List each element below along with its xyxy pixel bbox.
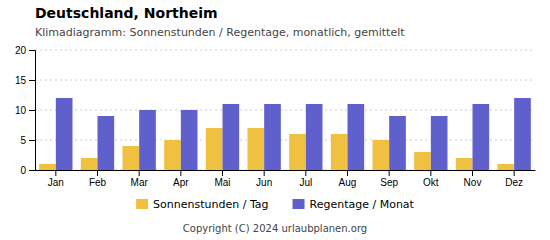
plot: Jan Feb Mar Apr Mai Jun Jul Aug Sep Okt Nov Dez 0 5 10… (15, 45, 536, 188)
x-tick-label: Sep (380, 177, 398, 188)
legend-swatch (136, 199, 148, 209)
y-tick: 0 (20, 165, 35, 176)
chart: Deutschland, Northeim Klimadiagramm: Sonn… (0, 0, 550, 240)
x-tick: Nov (464, 170, 482, 188)
y-tick-label: 5 (20, 135, 26, 146)
bar (389, 116, 406, 170)
x-tick: Mai (214, 170, 230, 188)
bar (331, 134, 348, 170)
bar (373, 140, 390, 170)
x-tick-mark (222, 170, 223, 176)
x-tick-mark (472, 170, 473, 176)
y-tick: 10 (15, 105, 35, 116)
grid (35, 50, 535, 170)
x-tick-label: Jan (48, 177, 64, 188)
x-tick-mark (55, 170, 56, 176)
legend-label: Sonnenstunden / Tag (153, 198, 268, 211)
bar (414, 152, 431, 170)
legend-item: Regentage / Monat (293, 198, 415, 211)
bar (289, 134, 306, 170)
x-tick-label: Jun (256, 177, 272, 188)
grid-line (35, 80, 535, 81)
x-tick-mark (180, 170, 181, 176)
bar (498, 164, 515, 170)
x-tick-label: Dez (505, 177, 523, 188)
bar (248, 128, 265, 170)
legend-label: Regentage / Monat (310, 198, 415, 211)
legend-item: Sonnenstunden / Tag (136, 198, 268, 211)
x-tick-label: Nov (464, 177, 482, 188)
x-tick: Jun (256, 170, 272, 188)
x-tick: Apr (173, 170, 189, 188)
x-tick-mark (97, 170, 98, 176)
x-tick-label: Jul (299, 177, 312, 188)
y-tick: 20 (15, 45, 35, 56)
y-tick-label: 0 (20, 165, 26, 176)
bar (456, 158, 473, 170)
x-tick-label: Feb (89, 177, 107, 188)
x-tick: Jan (48, 170, 64, 188)
x-tick-label: Mai (214, 177, 230, 188)
x-tick-mark (305, 170, 306, 176)
bar (98, 116, 115, 170)
y-tick-mark (29, 50, 35, 51)
grid-line (35, 50, 535, 51)
y-axis-line (29, 51, 36, 171)
bar (139, 110, 156, 170)
subtitle: Klimadiagramm: Sonnenstunden / Regentage… (35, 26, 405, 39)
x-tick-mark (347, 170, 348, 176)
bar (473, 104, 490, 170)
x-tick-mark (389, 170, 390, 176)
legend-swatch (293, 199, 305, 209)
bar (123, 146, 140, 170)
y-tick: 5 (20, 135, 35, 146)
x-tick: Jul (299, 170, 312, 188)
bar (264, 104, 281, 170)
x-tick: Aug (339, 170, 357, 188)
bar (223, 104, 240, 170)
bar (431, 116, 448, 170)
x-tick-label: Okt (423, 177, 439, 188)
x-axis: Jan Feb Mar Apr Mai Jun Jul Aug Sep Okt Nov Dez (36, 170, 536, 188)
bar (206, 128, 223, 170)
y-tick-mark (29, 80, 35, 81)
y-tick-label: 20 (15, 45, 27, 56)
bar (306, 104, 323, 170)
bar (81, 158, 98, 170)
title: Deutschland, Northeim (35, 5, 218, 21)
x-tick: Mar (131, 170, 149, 188)
y-tick-mark (29, 140, 35, 141)
bar (164, 140, 181, 170)
bar (39, 164, 56, 170)
series (56, 98, 531, 170)
x-tick: Okt (423, 170, 439, 188)
x-tick: Sep (380, 170, 398, 188)
bar (56, 98, 73, 170)
y-tick-label: 10 (15, 105, 27, 116)
x-tick-mark (139, 170, 140, 176)
legend: Sonnenstunden / Tag Regentage / Monat (136, 198, 415, 211)
bar (348, 104, 365, 170)
y-tick-mark (29, 110, 35, 111)
x-tick: Feb (89, 170, 107, 188)
y-tick-label: 15 (15, 75, 27, 86)
y-tick: 15 (15, 75, 35, 86)
bar (181, 110, 198, 170)
x-tick-mark (514, 170, 515, 176)
grid-line (35, 110, 535, 111)
bar (514, 98, 531, 170)
x-tick-mark (430, 170, 431, 176)
x-tick-label: Mar (131, 177, 149, 188)
y-axis: 0 5 10 15 20 (15, 45, 36, 176)
x-tick-label: Aug (339, 177, 357, 188)
x-tick-mark (264, 170, 265, 176)
footer: Copyright (C) 2024 urlaubplanen.org (183, 223, 367, 234)
y-tick-mark (29, 170, 35, 171)
x-tick: Dez (505, 170, 523, 188)
x-tick-label: Apr (173, 177, 189, 188)
bars (39, 98, 531, 170)
x-axis-line (36, 170, 536, 171)
